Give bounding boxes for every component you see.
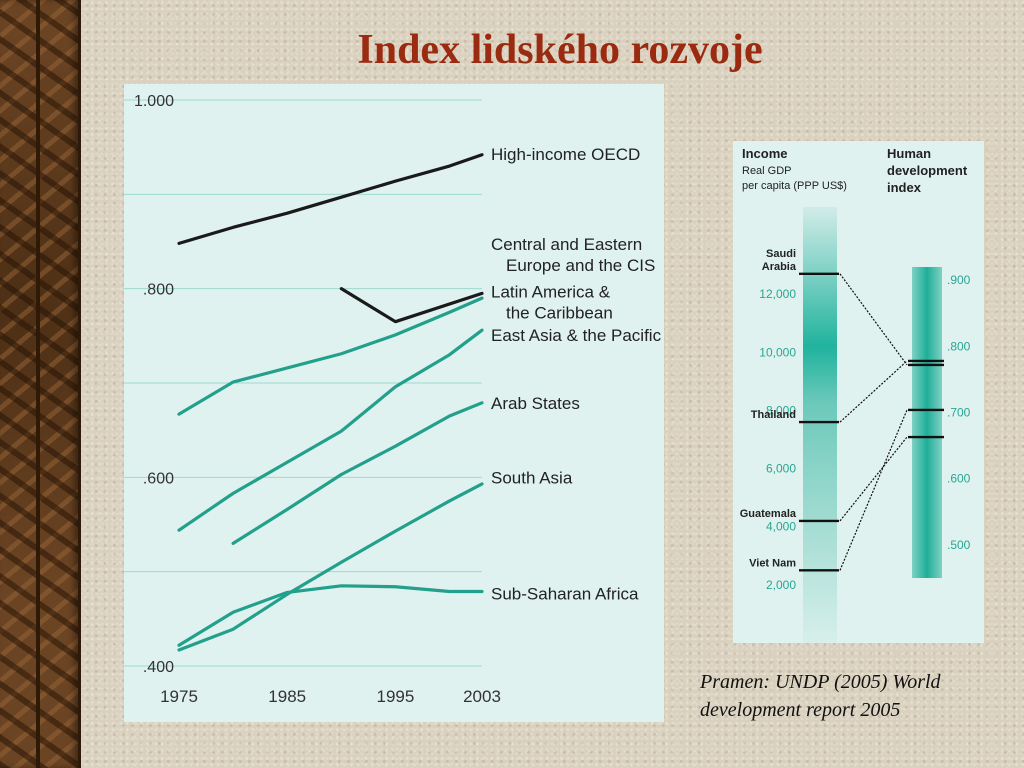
- source-line-2: development report 2005: [700, 699, 901, 721]
- y-tick-label: .400: [143, 659, 174, 676]
- hdi-tick-label: .700: [947, 406, 971, 420]
- income-tick-label: 12,000: [759, 287, 796, 301]
- country-label: Thailand: [751, 409, 796, 421]
- country-connector: [839, 360, 908, 423]
- country-connector: [839, 436, 908, 522]
- source-citation: Pramen: UNDP (2005) World development re…: [700, 668, 1020, 724]
- hdi-title: development: [887, 163, 968, 178]
- income-vs-hdi-chart: Income Real GDP per capita (PPP US$) Human d…: [740, 146, 971, 643]
- series-label: High-income OECD: [491, 145, 640, 164]
- hdi-tick-label: .800: [947, 339, 971, 353]
- country-label: Guatemala: [740, 508, 797, 520]
- hdi-tick-label: .600: [947, 472, 971, 486]
- income-scale-bar: [803, 207, 837, 643]
- income-title: Income: [742, 146, 788, 161]
- country-label: Saudi: [766, 248, 796, 260]
- series-line: [177, 328, 484, 532]
- series-line: [177, 296, 484, 416]
- income-tick-label: 8,000: [766, 403, 796, 417]
- series-label: Europe and the CIS: [506, 256, 655, 275]
- income-vs-hdi-chart-panel: Income Real GDP per capita (PPP US$) Human d…: [733, 141, 984, 643]
- hdi-tick-label: .500: [947, 538, 971, 552]
- source-line-1: Pramen: UNDP (2005) World: [700, 671, 941, 693]
- series-line: [177, 584, 484, 647]
- hdi-trends-chart: .400 .600 .800 1.000 1975 1985 1995 2003 High-in…: [124, 93, 662, 706]
- income-subtitle: per capita (PPP US$): [742, 180, 847, 192]
- x-tick-label: 1975: [160, 687, 198, 706]
- series-label: Latin America &: [491, 282, 611, 301]
- series-label: East Asia & the Pacific: [491, 326, 662, 345]
- x-tick-label: 1985: [268, 687, 306, 706]
- x-tick-label: 2003: [463, 687, 501, 706]
- y-tick-label: 1.000: [134, 93, 174, 110]
- income-tick-label: 2,000: [766, 578, 796, 592]
- y-tick-label: .600: [143, 470, 174, 487]
- hdi-trends-chart-panel: .400 .600 .800 1.000 1975 1985 1995 2003 High-in…: [124, 84, 664, 722]
- income-tick-label: 4,000: [766, 520, 796, 534]
- country-connector: [839, 409, 908, 571]
- series-label: South Asia: [491, 468, 573, 487]
- hdi-title: index: [887, 180, 922, 195]
- income-subtitle: Real GDP: [742, 165, 792, 177]
- series-label: the Caribbean: [506, 303, 613, 322]
- hdi-title: Human: [887, 146, 931, 161]
- y-tick-label: .800: [143, 282, 174, 299]
- series-line: [177, 153, 484, 245]
- series-line: [177, 482, 484, 652]
- decorative-wood-strip: [0, 0, 81, 768]
- income-tick-label: 10,000: [759, 345, 796, 359]
- hdi-tick-label: .900: [947, 273, 971, 287]
- series-line: [339, 287, 484, 324]
- country-label: Viet Nam: [749, 557, 796, 569]
- country-connector: [839, 273, 908, 366]
- series-label: Sub-Saharan Africa: [491, 584, 639, 603]
- series-line: [231, 401, 484, 545]
- slide-title: Index lidského rozvoje: [357, 27, 763, 73]
- hdi-scale-bar: [912, 267, 942, 578]
- income-tick-label: 6,000: [766, 462, 796, 476]
- series-label: Central and Eastern: [491, 235, 642, 254]
- series-label: Arab States: [491, 394, 580, 413]
- country-label: Arabia: [762, 261, 797, 273]
- x-tick-label: 1995: [377, 687, 415, 706]
